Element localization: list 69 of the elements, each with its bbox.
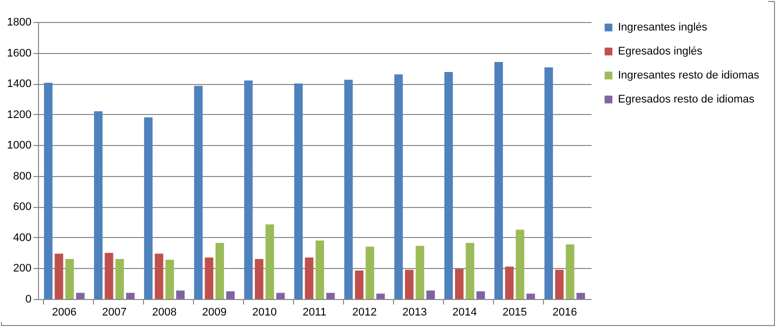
- y-tick-label: 1000: [7, 140, 32, 152]
- bar: [204, 257, 214, 299]
- bar: [376, 294, 385, 299]
- bar: [505, 266, 514, 299]
- bar: [176, 290, 185, 299]
- bar: [244, 80, 253, 299]
- bar: [316, 240, 324, 299]
- x-tick-label: 2012: [352, 306, 377, 318]
- bar: [544, 67, 553, 299]
- bar: [126, 292, 135, 299]
- legend-label: Egresados inglés: [618, 46, 703, 58]
- bar: [94, 111, 103, 299]
- bar: [516, 230, 524, 299]
- x-tick-label: 2013: [402, 306, 427, 318]
- bar: [444, 72, 453, 299]
- x-tick-label: 2006: [52, 306, 77, 318]
- bar: [366, 246, 374, 299]
- bar: [65, 258, 74, 299]
- bar: [226, 291, 235, 299]
- bar: [144, 117, 153, 299]
- x-tick-label: 2007: [102, 306, 127, 318]
- bar: [254, 258, 264, 299]
- bar: [394, 74, 403, 299]
- x-tick-label: 2011: [302, 306, 326, 318]
- bar: [276, 292, 285, 299]
- y-tick-label: 1600: [7, 47, 32, 60]
- bar: [294, 84, 303, 299]
- x-tick-label: 2015: [502, 306, 527, 318]
- bar: [455, 268, 464, 299]
- bar: [494, 62, 503, 299]
- y-tick-label: 1200: [7, 108, 32, 121]
- y-tick-label: 1400: [7, 78, 32, 90]
- bar: [354, 270, 364, 299]
- bar: [416, 246, 424, 299]
- bar: [76, 292, 85, 299]
- bar: [555, 270, 564, 299]
- y-tick-label: 0: [25, 294, 32, 306]
- bar: [404, 270, 414, 299]
- bar: [216, 242, 224, 299]
- bar: [344, 80, 353, 299]
- y-tick-label: 400: [13, 232, 32, 244]
- bar: [104, 252, 114, 299]
- bar: [194, 86, 203, 299]
- y-tick-label: 200: [13, 262, 32, 275]
- bar: [326, 292, 335, 299]
- bar: [165, 260, 174, 299]
- legend-label: Egresados resto de idiomas: [618, 94, 755, 106]
- bar: [426, 290, 435, 299]
- bar: [44, 82, 52, 299]
- bar: [526, 294, 535, 299]
- x-tick-label: 2008: [152, 306, 177, 318]
- bar: [154, 254, 164, 299]
- x-tick-label: 2010: [252, 306, 277, 318]
- legend-label: Ingresantes inglés: [618, 22, 708, 34]
- bar: [476, 291, 485, 299]
- y-tick-label: 600: [13, 201, 32, 214]
- bar: [466, 242, 474, 299]
- bar: [266, 224, 274, 299]
- y-tick-label: 1800: [7, 16, 32, 28]
- y-tick-label: 800: [13, 170, 32, 182]
- bar: [54, 254, 64, 299]
- bar: [304, 257, 314, 299]
- legend-label: Ingresantes resto de idiomas: [618, 70, 760, 82]
- bar: [566, 244, 574, 299]
- x-tick-label: 2016: [552, 306, 577, 318]
- bar: [576, 292, 586, 299]
- bar: [115, 258, 124, 299]
- x-tick-label: 2009: [202, 306, 227, 318]
- x-tick-label: 2014: [452, 306, 477, 318]
